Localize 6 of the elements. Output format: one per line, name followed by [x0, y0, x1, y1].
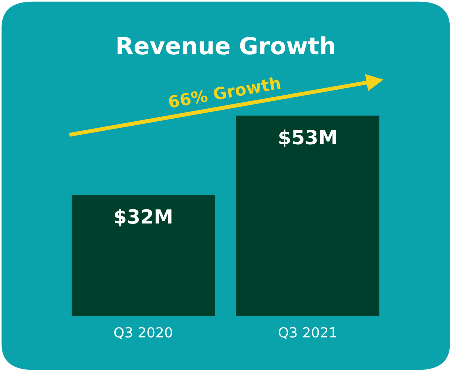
data-label: $53M — [280, 130, 336, 148]
text: 66% Growth — [168, 76, 281, 109]
x-tick-label: Q3 2020 — [114, 327, 172, 340]
chart-title: Revenue Growth — [118, 36, 334, 55]
data-label: $32M — [115, 209, 172, 227]
x-tick-label: Q3 2021 — [279, 327, 336, 340]
